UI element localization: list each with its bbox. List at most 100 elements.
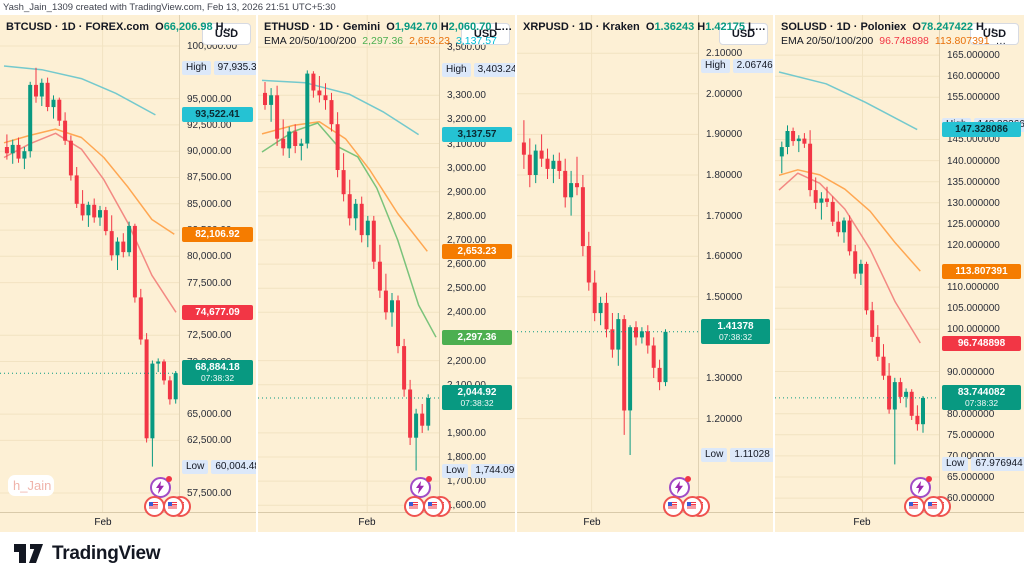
low-tag: Low xyxy=(182,460,209,474)
time-axis[interactable]: Feb xyxy=(775,512,1024,532)
symbol-title: BTCUSD · 1D · FOREX.com xyxy=(6,21,156,33)
lightning-alert-icon[interactable] xyxy=(410,476,432,498)
chart-canvas[interactable] xyxy=(517,15,699,512)
price-tick-label: 1.80000 xyxy=(706,170,743,181)
quote-value: O xyxy=(912,21,921,33)
price-tick-label: 160.000000 xyxy=(947,71,1000,82)
ema-header-label: EMA 20/50/100/200 xyxy=(781,35,874,47)
price-tick-label: 100,000.00 xyxy=(187,41,238,52)
currency-button[interactable]: USD xyxy=(202,23,251,45)
price-tick-label: 57,500.00 xyxy=(187,488,232,499)
high-value: 2.06746 xyxy=(732,59,773,73)
price-tick-label: 120.000000 xyxy=(947,240,1000,251)
low-value: 60,004.48 xyxy=(211,460,256,474)
price-tick-label: 1.90000 xyxy=(706,129,743,140)
chart-canvas[interactable] xyxy=(258,15,440,512)
us-flag-economic-event-icon[interactable] xyxy=(144,496,165,517)
price-tick-label: 62,500.00 xyxy=(187,435,232,446)
us-flag-economic-event-icon[interactable] xyxy=(663,496,684,517)
high-label: High 3,403.24 xyxy=(442,63,515,77)
solusd-panel: SOLUSD · 1D · Poloniex O78.247422 H… EMA … xyxy=(775,15,1024,532)
price-tick-label: 3,200.00 xyxy=(447,114,486,125)
price-tick-label: 85,000.00 xyxy=(187,199,232,210)
price-tick-label: 140.000000 xyxy=(947,156,1000,167)
low-label: Low 67.976944 xyxy=(942,457,1024,471)
btcusd-panel: BTCUSD · 1D · FOREX.com O66,206.98 H… USD… xyxy=(0,15,256,532)
footer-bar: TradingView xyxy=(0,532,1024,575)
high-value: 3,403.24 xyxy=(473,63,515,77)
price-tick-label: 3,100.00 xyxy=(447,139,486,150)
price-tick-label: 1.60000 xyxy=(706,251,743,262)
low-value: 67.976944 xyxy=(971,457,1024,471)
symbol-header: SOLUSD · 1D · Poloniex O78.247422 H… xyxy=(781,21,995,33)
price-tick-label: 92,500.00 xyxy=(187,120,232,131)
quote-value: H xyxy=(694,21,706,33)
price-scale[interactable]: USD 100,000.00 95,000.00 92,500.00 90,000.00… xyxy=(179,15,256,512)
ema-price-label: 2,653.23 xyxy=(442,244,512,259)
price-tick-label: 80.000000 xyxy=(947,409,995,420)
quote-value: 1,942.70 xyxy=(394,21,438,33)
us-flag-economic-event-icon[interactable] xyxy=(682,496,703,517)
time-axis[interactable]: Feb xyxy=(0,512,256,532)
price-tick-label: 70.000000 xyxy=(947,451,995,462)
price-tick-label: 2,500.00 xyxy=(447,283,486,294)
price-tick-label: 77,500.00 xyxy=(187,278,232,289)
lightning-alert-icon[interactable] xyxy=(669,476,691,498)
bar-countdown: 07:38:32 xyxy=(718,332,753,342)
last-price-label: 1.41378 07:38:32 xyxy=(701,319,770,344)
lightning-alert-icon[interactable] xyxy=(150,476,172,498)
currency-button[interactable]: USD xyxy=(461,23,510,45)
lightning-alert-icon[interactable] xyxy=(910,476,932,498)
last-price-label: 68,884.18 07:38:32 xyxy=(182,360,253,385)
currency-button[interactable]: USD xyxy=(719,23,768,45)
price-tick-label: 2,600.00 xyxy=(447,259,486,270)
us-flag-economic-event-icon[interactable] xyxy=(404,496,425,517)
price-tick-label: 3,300.00 xyxy=(447,90,486,101)
price-tick-label: 145.000000 xyxy=(947,134,1000,145)
tradingview-logo-icon xyxy=(14,543,43,563)
price-tick-label: 2,900.00 xyxy=(447,187,486,198)
ema-price-label: 147.328086 xyxy=(942,122,1021,137)
currency-button[interactable]: USD xyxy=(970,23,1019,45)
last-price-value: 2,044.92 xyxy=(457,387,497,398)
quote-value: O xyxy=(386,21,395,33)
price-tick-label: 125.000000 xyxy=(947,219,1000,230)
us-flag-economic-event-icon[interactable] xyxy=(904,496,925,517)
chart-canvas[interactable] xyxy=(0,15,180,512)
low-tag: Low xyxy=(442,464,469,478)
us-flag-economic-event-icon[interactable] xyxy=(923,496,944,517)
price-scale[interactable]: USD 165.000000 160.000000 155.000000 145.000… xyxy=(939,15,1024,512)
time-axis-label: Feb xyxy=(94,517,112,528)
last-price-value: 68,884.18 xyxy=(195,362,240,373)
price-tick-label: 87,500.00 xyxy=(187,172,232,183)
symbol-title: ETHUSD · 1D · Gemini xyxy=(264,21,387,33)
price-tick-label: 1,900.00 xyxy=(447,428,486,439)
price-scale[interactable]: USD 3,500.00 3,300.00 3,200.00 3,100.00 3,000… xyxy=(439,15,515,512)
price-tick-label: 2,800.00 xyxy=(447,211,486,222)
price-scale[interactable]: USD 2.10000 2.00000 1.90000 1.80000 1.70000 1.… xyxy=(698,15,773,512)
us-flag-economic-event-icon[interactable] xyxy=(163,496,184,517)
quote-value: 2,060.70 xyxy=(448,21,492,33)
ema-header: EMA 20/50/100/200 2,297.36 2,653.23 3,137.5… xyxy=(264,35,497,47)
ema-price-label: 93,522.41 xyxy=(182,107,253,122)
us-flag-economic-event-icon[interactable] xyxy=(423,496,444,517)
xrpusd-panel: XRPUSD · 1D · Kraken O1.36243 H1.42175 L… xyxy=(517,15,773,532)
last-price-value: 1.41378 xyxy=(717,321,754,332)
quote-value: 1.42175 xyxy=(705,21,745,33)
price-tick-label: 155.000000 xyxy=(947,92,1000,103)
price-tick-label: 2.00000 xyxy=(706,89,743,100)
time-axis[interactable]: Feb xyxy=(258,512,515,532)
price-tick-label: 2,400.00 xyxy=(447,307,486,318)
price-tick-label: 2,200.00 xyxy=(447,356,486,367)
price-tick-label: 72,500.00 xyxy=(187,330,232,341)
bar-countdown: 07:38:32 xyxy=(964,398,999,408)
attribution-text: Yash_Jain_1309 created with TradingView.… xyxy=(0,0,1024,15)
price-tick-label: 3,000.00 xyxy=(447,163,486,174)
ema-price-label: 3,137.57 xyxy=(442,127,512,142)
chart-canvas[interactable] xyxy=(775,15,940,512)
time-axis[interactable]: Feb xyxy=(517,512,773,532)
ema-header: EMA 20/50/100/200 96.748898 113.807391… xyxy=(781,35,1006,47)
low-value: 1,744.09 xyxy=(471,464,515,478)
quote-value: H… xyxy=(972,21,995,33)
symbol-header: ETHUSD · 1D · Gemini O1,942.70 H2,060.70… xyxy=(264,21,512,33)
